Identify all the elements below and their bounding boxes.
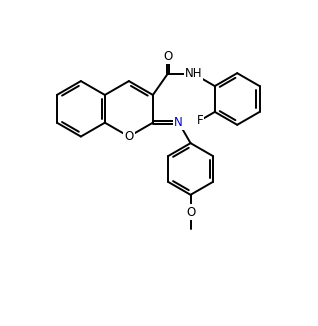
Text: O: O [124,130,134,143]
Text: O: O [186,206,195,219]
Text: N: N [174,116,183,129]
Text: O: O [163,50,172,63]
Text: O: O [124,130,134,143]
Text: F: F [197,114,203,127]
Text: NH: NH [185,67,202,80]
